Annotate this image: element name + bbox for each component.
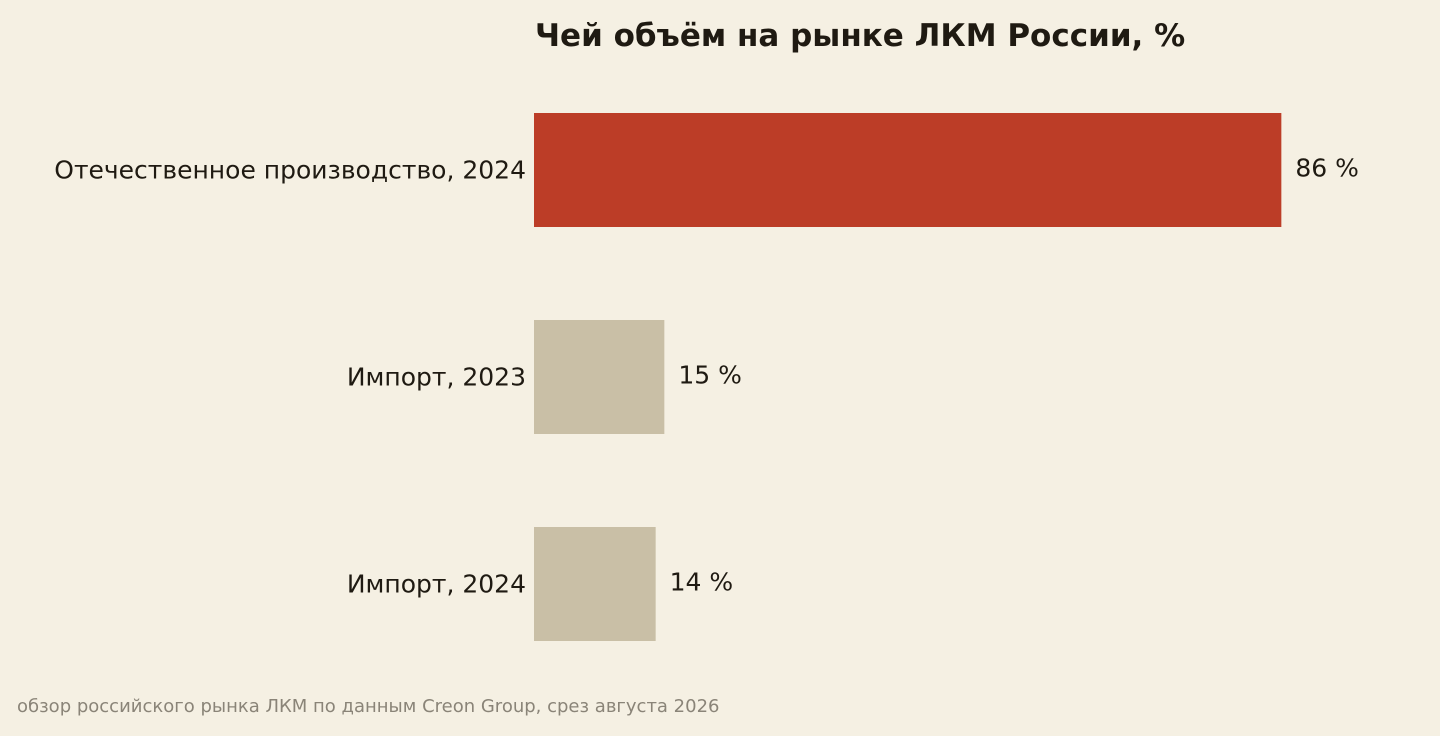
category-label-2: Импорт, 2024 (347, 570, 526, 599)
bar-0 (534, 113, 1282, 227)
category-label-1: Импорт, 2023 (347, 363, 526, 392)
bar-1 (534, 320, 665, 434)
value-label-0: 86 % (1295, 154, 1359, 183)
chart-title: Чей объём на рынке ЛКМ России, % (535, 18, 1186, 54)
source-footnote: обзор российского рынка ЛКМ по данным Cr… (17, 696, 720, 717)
value-label-2: 14 % (670, 568, 734, 597)
category-label-0: Отечественное производство, 2024 (54, 156, 526, 185)
bar-2 (534, 527, 656, 641)
value-label-1: 15 % (678, 361, 742, 390)
